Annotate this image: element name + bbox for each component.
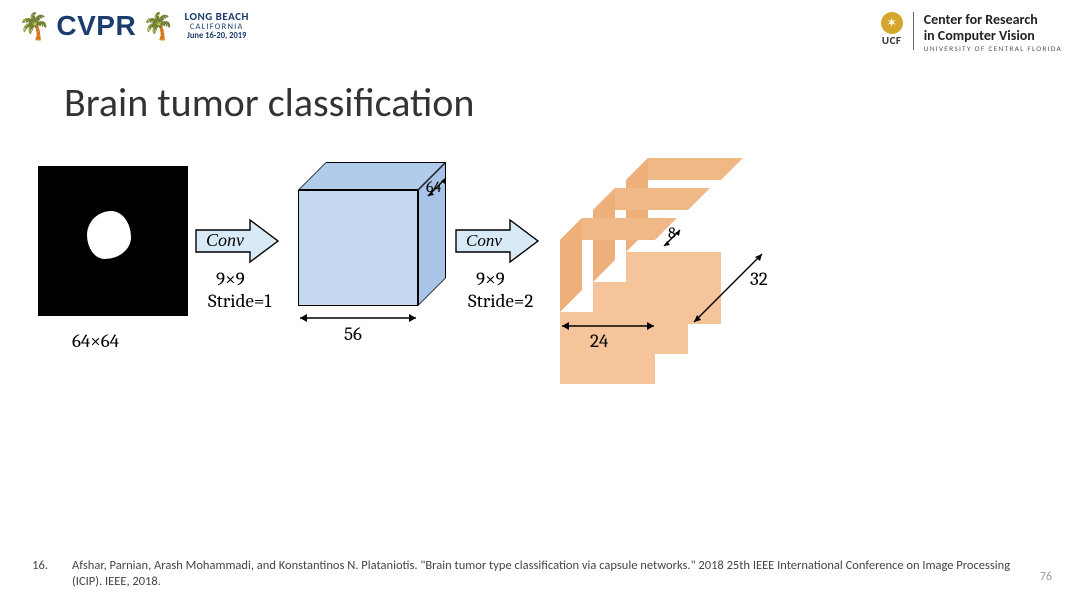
conv2-kernel: 9×9 [476, 268, 505, 290]
palm-icon: 🌴 [142, 13, 174, 39]
svg-text:Conv: Conv [466, 231, 502, 250]
input-image [38, 166, 188, 316]
cube2-ch-label: 8 [668, 224, 676, 242]
ucf-line1: Center for Research [924, 12, 1062, 28]
cvpr-logo: 🌴 CVPR 🌴 LONG BEACH CALIFORNIA June 16-2… [18, 10, 249, 42]
conv2-stride: Stride=2 [468, 290, 533, 312]
cube1-depth-label: 64 [426, 178, 441, 196]
ucf-mark: ✶ UCF [881, 12, 903, 47]
input-size-label: 64×64 [72, 330, 119, 352]
cube1-width-label: 56 [344, 323, 362, 345]
slide-title: Brain tumor classification [64, 78, 474, 127]
cube-front [298, 190, 418, 306]
slide-header: 🌴 CVPR 🌴 LONG BEACH CALIFORNIA June 16-2… [0, 8, 1080, 58]
cube2-depth-label: 32 [750, 268, 768, 290]
cube2-width-arrow [558, 318, 660, 334]
ucf-center-text: Center for Research in Computer Vision U… [924, 12, 1062, 55]
page-number: 76 [1040, 570, 1052, 584]
conv-arrow-1: Conv [194, 216, 284, 266]
cvpr-name: CVPR [56, 10, 136, 42]
ucf-university: UNIVERSITY OF CENTRAL FLORIDA [924, 46, 1062, 55]
cvpr-location: LONG BEACH [185, 11, 249, 23]
ucf-line2: in Computer Vision [924, 28, 1062, 44]
architecture-diagram: 64×64 Conv 9×9 Stride=1 64 56 Conv 9×9 S… [30, 160, 800, 390]
conv1-stride: Stride=1 [208, 290, 271, 312]
palm-icon: 🌴 [18, 13, 50, 39]
cvpr-dates: June 16-20, 2019 [185, 32, 249, 41]
pegasus-icon: ✶ [881, 12, 903, 34]
conv1-label: Conv [206, 230, 244, 250]
divider [913, 12, 914, 50]
cube2-width-label: 24 [590, 330, 608, 352]
conv-arrow-2: Conv [454, 216, 544, 266]
citation: 16. Afshar, Parnian, Arash Mohammadi, an… [30, 558, 1020, 591]
ucf-logo: ✶ UCF Center for Research in Computer Vi… [881, 12, 1062, 55]
conv1-kernel: 9×9 [216, 268, 245, 290]
tumor-mask-icon [87, 211, 131, 259]
cvpr-subtext: LONG BEACH CALIFORNIA June 16-20, 2019 [185, 11, 249, 42]
citation-text: Afshar, Parnian, Arash Mohammadi, and Ko… [72, 558, 1020, 591]
ucf-label: UCF [882, 34, 902, 47]
citation-number: 16. [30, 558, 48, 591]
